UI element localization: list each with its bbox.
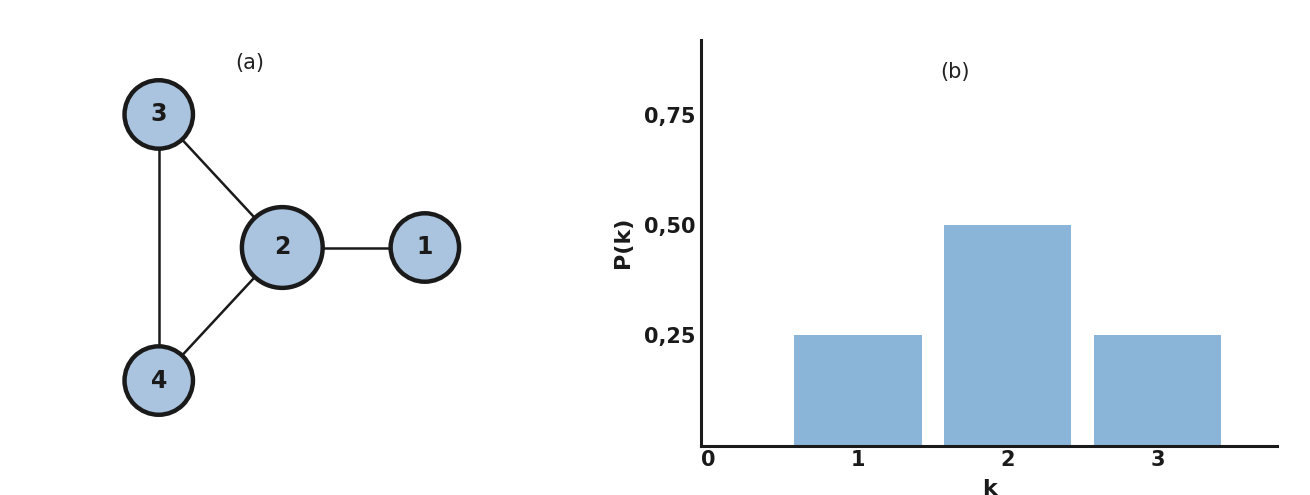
Text: (a): (a) (234, 52, 263, 73)
Bar (1094, 335, 1221, 446)
Text: (b): (b) (941, 62, 969, 82)
Circle shape (242, 207, 322, 288)
Bar (794, 335, 922, 446)
Y-axis label: P(k): P(k) (613, 217, 633, 268)
Circle shape (124, 80, 193, 148)
Circle shape (124, 346, 193, 415)
Text: 4: 4 (151, 369, 166, 393)
Circle shape (390, 213, 458, 282)
Text: 2: 2 (274, 236, 291, 259)
X-axis label: k: k (981, 479, 997, 495)
Text: 3: 3 (151, 102, 166, 126)
Bar (945, 225, 1072, 446)
Text: 1: 1 (417, 236, 434, 259)
